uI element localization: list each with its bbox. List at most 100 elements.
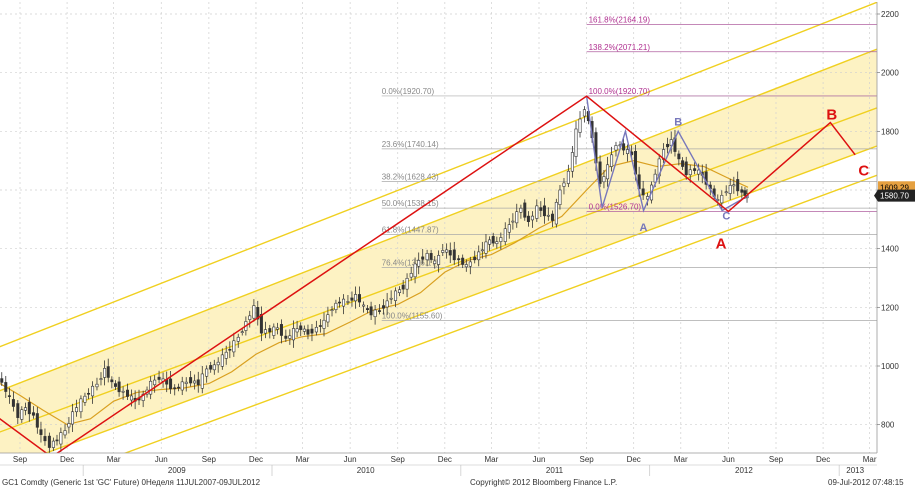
fib-label: 100.0%(1155.60)	[382, 311, 443, 320]
x-month-label: Sep	[579, 455, 594, 464]
x-month-label: Dec	[249, 455, 263, 464]
ma-price-label: 1609.29	[880, 183, 909, 192]
candle-body	[27, 402, 31, 415]
candle-body	[429, 253, 433, 260]
candle-body	[43, 436, 47, 442]
pattern-label-B: B	[674, 116, 682, 128]
candle-body	[507, 224, 511, 233]
candle-body	[484, 241, 488, 254]
candle-body	[39, 429, 43, 435]
candle-body	[385, 300, 389, 308]
candle-body	[417, 260, 421, 267]
candle-body	[677, 153, 681, 160]
candle-body	[47, 435, 51, 448]
candle-body	[530, 215, 534, 221]
footer-left: GC1 Comdty (Generic 1st 'GC' Future) 0Не…	[2, 478, 261, 487]
fib-ext-label: 100.0%(1920.70)	[589, 87, 651, 96]
candle-body	[666, 143, 670, 148]
candle-body	[558, 189, 562, 205]
candle-body	[653, 173, 657, 183]
candle-body	[641, 188, 645, 196]
candle-body	[302, 328, 306, 332]
candle-body	[95, 383, 99, 388]
candle-body	[31, 412, 35, 416]
y-tick-label: 1200	[881, 303, 899, 312]
pattern-label-A: A	[716, 236, 727, 253]
candle-body	[91, 385, 95, 397]
candle-body	[515, 211, 519, 224]
candle-body	[378, 310, 382, 312]
candle-body	[614, 145, 618, 151]
y-tick-label: 2000	[881, 69, 899, 78]
candle-body	[369, 306, 373, 316]
candle-body	[99, 378, 103, 380]
candle-body	[248, 315, 252, 320]
candle-body	[299, 325, 303, 330]
candle-body	[554, 202, 558, 225]
candle-body	[259, 314, 263, 334]
candle-body	[681, 160, 685, 167]
candle-body	[334, 302, 338, 310]
candle-body	[511, 220, 515, 223]
chart-footer: GC1 Comdty (Generic 1st 'GC' Future) 0Не…	[2, 478, 904, 487]
candle-body	[149, 380, 153, 395]
candle-body	[401, 284, 405, 290]
candle-body	[275, 327, 279, 330]
candle-body	[11, 399, 15, 407]
candle-body	[23, 407, 27, 411]
candle-body	[362, 304, 366, 307]
x-month-label: Jun	[722, 455, 735, 464]
candle-body	[71, 411, 75, 425]
y-tick-label: 800	[881, 421, 895, 430]
candle-body	[539, 207, 543, 211]
fib-label: 50.0%(1538.15)	[382, 199, 439, 208]
plot-content: 0.0%(1920.70) 23.6%(1740.14) 38.2%(1628.43…	[0, 2, 877, 453]
x-month-label: Dec	[438, 455, 452, 464]
candle-body	[338, 301, 342, 304]
candle-body	[740, 189, 744, 193]
candle-body	[87, 392, 91, 395]
candle-body	[228, 348, 232, 351]
candle-body	[117, 381, 121, 393]
last-price-label-bg	[874, 189, 915, 202]
fib-label: 23.6%(1740.14)	[382, 140, 439, 149]
candle-body	[409, 273, 413, 278]
x-month-label: Jun	[344, 455, 357, 464]
fib-ext-label: 0.0%(1526.70)	[589, 203, 642, 212]
candle-body	[184, 381, 188, 384]
candle-body	[526, 215, 530, 222]
candle-body	[284, 335, 288, 339]
blue-pattern-line	[585, 96, 749, 213]
candle-body	[535, 205, 539, 219]
channel-line	[123, 174, 877, 453]
candle-body	[394, 290, 398, 301]
candle-body	[310, 328, 314, 334]
candle-body	[200, 373, 204, 389]
y-tick-label: 1400	[881, 245, 899, 254]
candle-body	[113, 383, 117, 387]
candle-body	[441, 250, 445, 253]
candle-body	[141, 393, 145, 401]
candle-body	[263, 329, 267, 334]
candle-body	[398, 289, 402, 293]
candle-body	[421, 256, 425, 260]
candle-body	[157, 376, 161, 380]
candle-body	[220, 354, 224, 367]
candle-body	[252, 305, 256, 319]
x-month-label: Jun	[533, 455, 546, 464]
moving-average-line	[0, 160, 749, 426]
candle-body	[480, 249, 484, 252]
candle-body	[35, 413, 39, 428]
candle-body	[350, 297, 354, 301]
fib-label: 0.0%(1920.70)	[382, 87, 435, 96]
pattern-label-A: A	[640, 222, 648, 234]
candle-body	[59, 432, 63, 445]
candle-body	[153, 379, 157, 386]
candle-body	[288, 335, 292, 339]
candle-body	[240, 331, 244, 333]
red-trend-path	[0, 95, 856, 453]
plot-area: 0.0%(1920.70) 23.6%(1740.14) 38.2%(1628.43…	[0, 2, 877, 453]
candle-body	[693, 168, 697, 171]
candle-body	[169, 378, 173, 390]
x-year-label: 2012	[735, 466, 753, 475]
